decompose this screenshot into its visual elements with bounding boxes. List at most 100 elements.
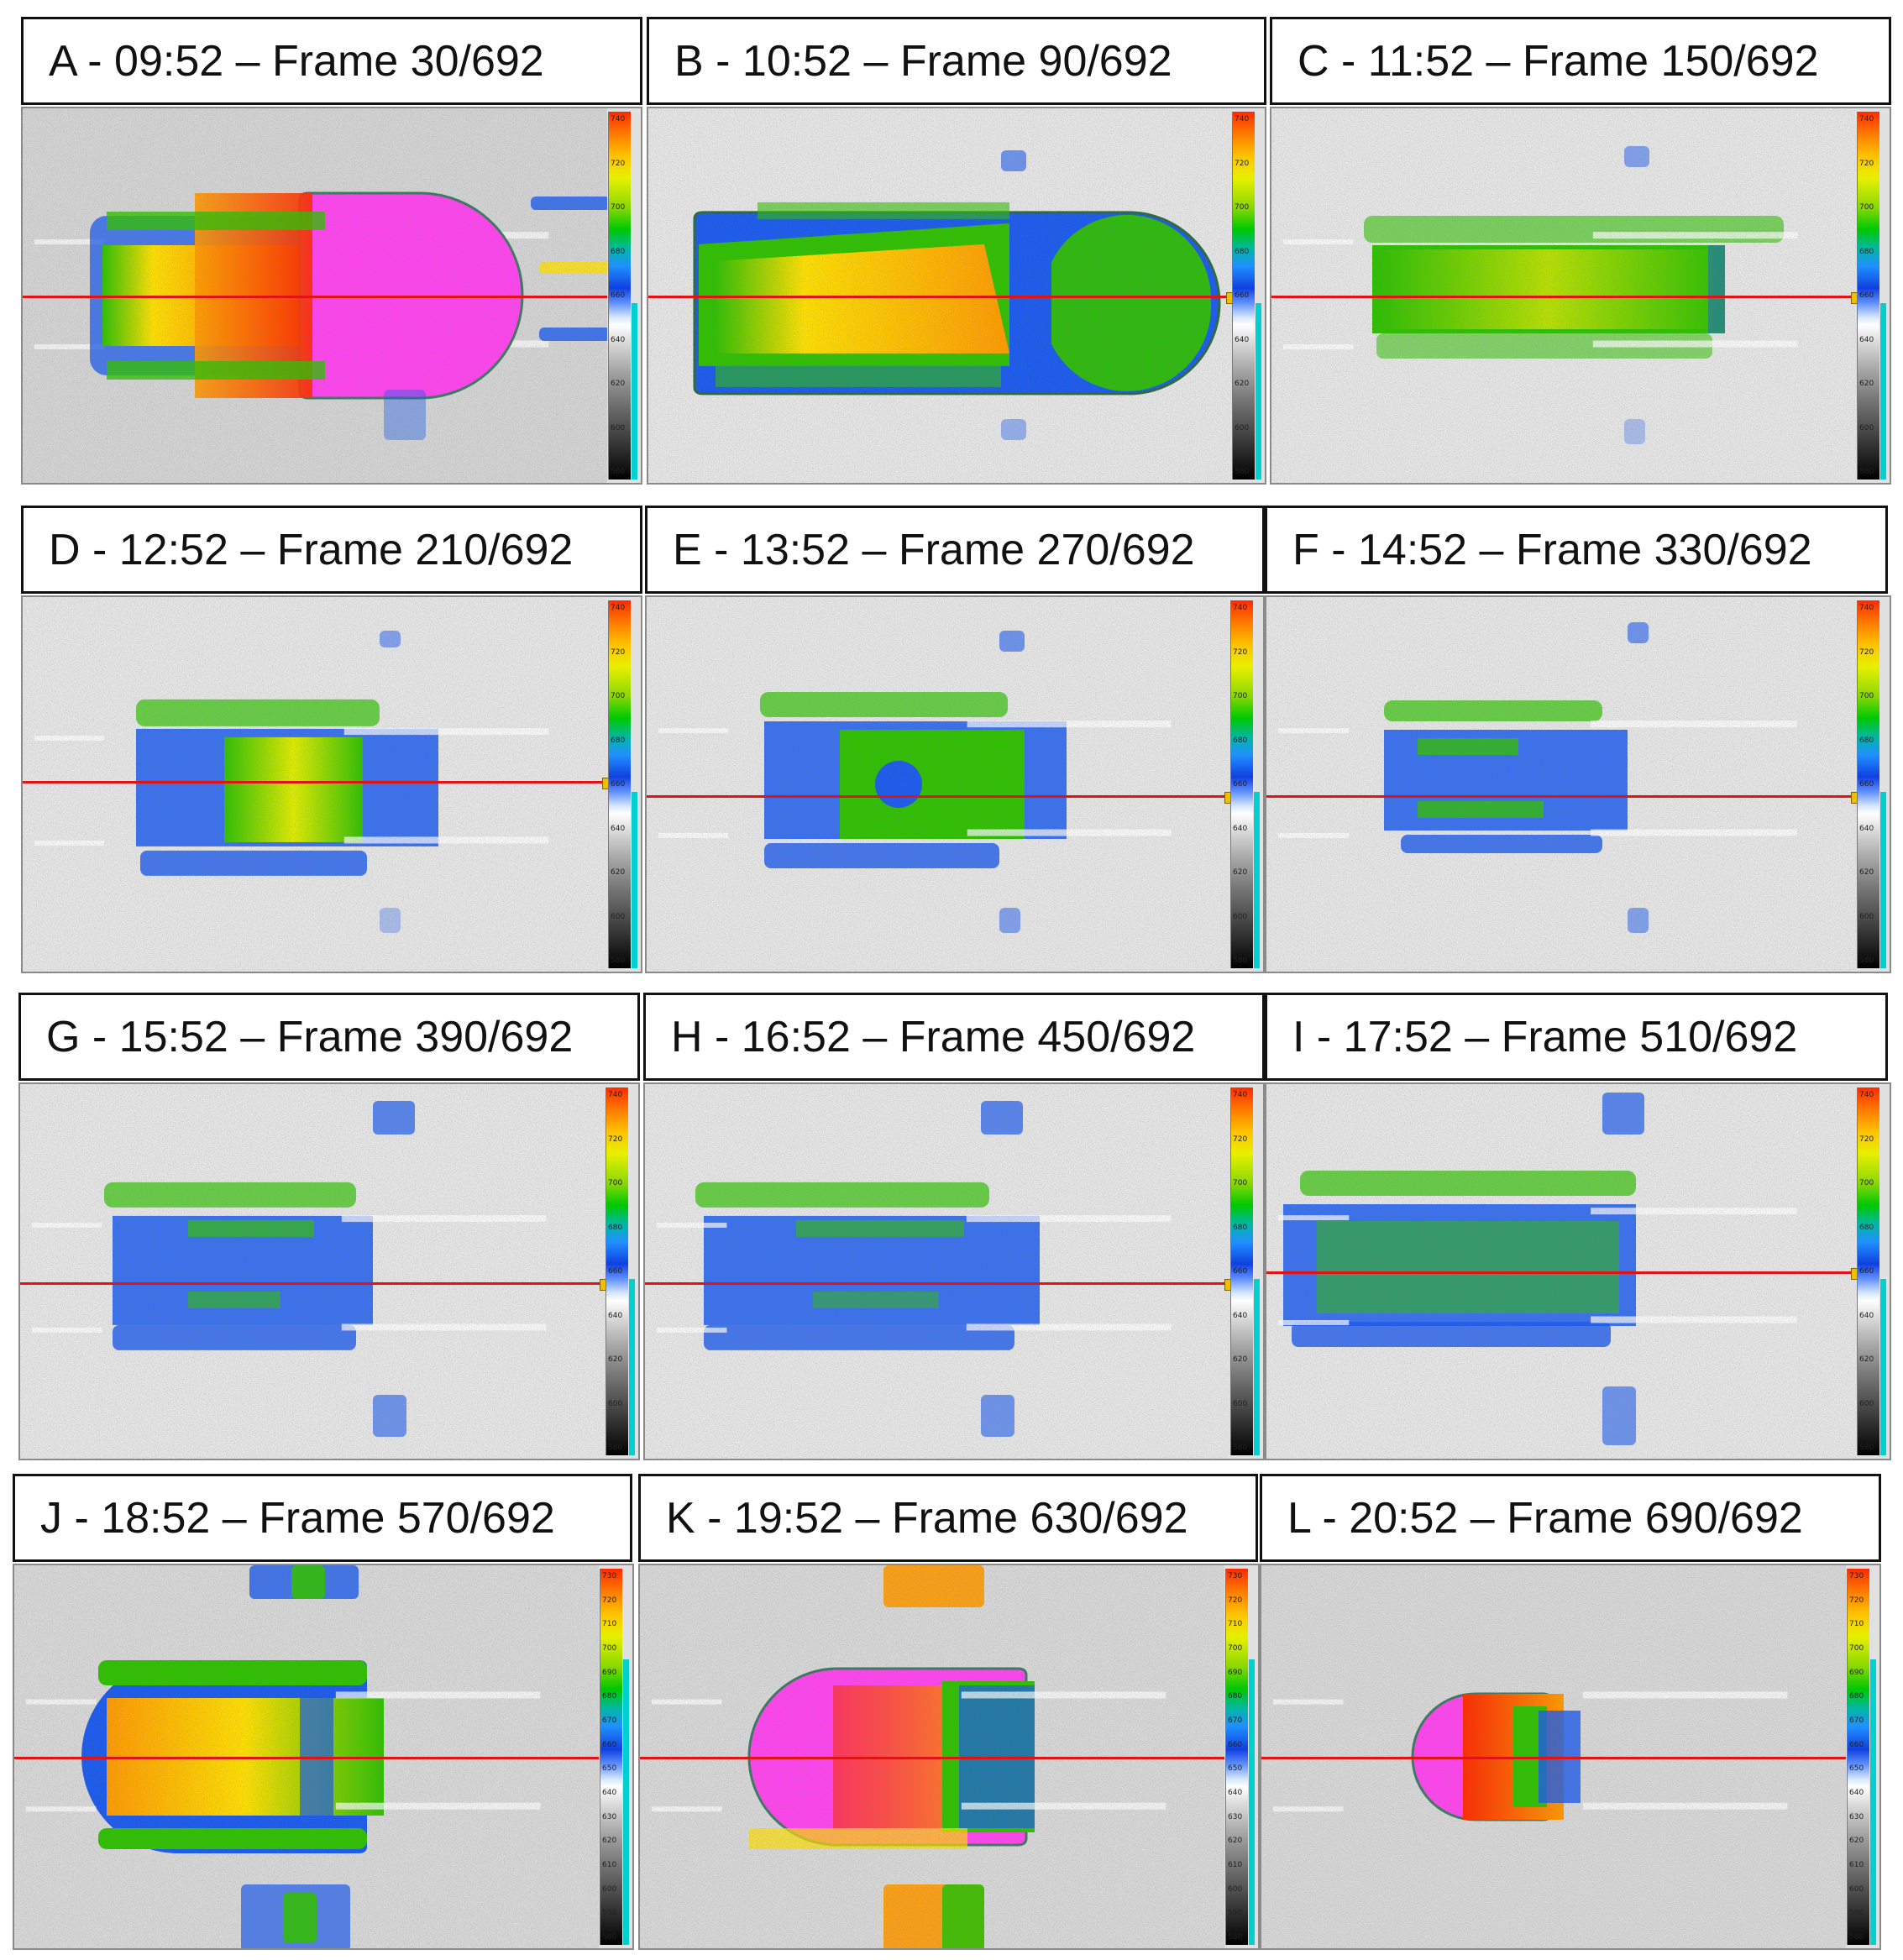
- scale-tick-label: 640: [1235, 335, 1250, 344]
- scale-range-indicator: [632, 791, 637, 968]
- scale-tick-label: 700: [1228, 1644, 1243, 1653]
- scale-tick-label: 660: [1859, 291, 1874, 300]
- scale-tick-label: 740: [1859, 604, 1874, 612]
- thermal-panel-g: G - 15:52 – Frame 390/692 740 720 700 680 660…: [18, 993, 640, 1460]
- profile-line[interactable]: [1261, 1757, 1846, 1759]
- scale-tick-label: 600: [1859, 912, 1874, 921]
- thermal-scene: [1266, 597, 1856, 972]
- panel-title: L - 20:52 – Frame 690/692: [1260, 1474, 1881, 1562]
- scale-tick-label: 720: [611, 159, 626, 168]
- thermal-scene: [20, 1084, 605, 1459]
- scale-tick-label: 700: [611, 203, 626, 212]
- profile-line[interactable]: [1266, 795, 1856, 798]
- scale-tick-label: 690: [1228, 1668, 1243, 1677]
- scale-tick-label: 580: [608, 1444, 623, 1452]
- panel-title: A - 09:52 – Frame 30/692: [21, 17, 642, 105]
- scale-tick-label: 700: [1233, 692, 1248, 700]
- scale-tick-label: 650: [1849, 1764, 1864, 1774]
- scale-tick-label: 720: [1859, 1135, 1874, 1144]
- profile-line[interactable]: [20, 1282, 605, 1285]
- scale-tick-label: 640: [1849, 1789, 1864, 1797]
- thermal-scene: [647, 597, 1229, 972]
- thermal-image: 740 720 700 680 660 640 620 600 580: [643, 1082, 1265, 1460]
- scale-tick-label: 680: [1233, 1223, 1248, 1232]
- profile-line[interactable]: [647, 795, 1229, 798]
- panel-title: F - 14:52 – Frame 330/692: [1265, 506, 1888, 594]
- scale-gradient: [1226, 1569, 1248, 1945]
- scale-range-indicator: [1880, 302, 1886, 480]
- scale-gradient: [1231, 600, 1253, 968]
- scale-tick-label: 660: [611, 291, 626, 300]
- thermal-image: 740 720 700 680 660 640 620 600 580: [21, 595, 642, 973]
- thermal-image: 740 720 700 680 660 640 620 600 580: [18, 1082, 640, 1460]
- scale-gradient: [1231, 1087, 1253, 1455]
- scale-tick-label: 660: [1233, 780, 1248, 789]
- scale-tick-label: 660: [611, 780, 626, 789]
- profile-line[interactable]: [1266, 1271, 1856, 1274]
- scale-tick-label: 590: [1849, 1909, 1864, 1918]
- panel-title: E - 13:52 – Frame 270/692: [645, 506, 1265, 594]
- scale-tick-label: 600: [611, 423, 626, 432]
- scale-tick-label: 640: [608, 1311, 623, 1320]
- profile-line[interactable]: [23, 781, 607, 783]
- scale-tick-label: 640: [611, 824, 626, 833]
- profile-line[interactable]: [648, 296, 1231, 298]
- scale-tick-label: 590: [602, 1909, 617, 1918]
- panel-title: B - 10:52 – Frame 90/692: [647, 17, 1266, 105]
- profile-line[interactable]: [23, 296, 607, 298]
- thermal-panel-l: L - 20:52 – Frame 690/692 730 720 710 700 690…: [1260, 1474, 1881, 1950]
- thermal-image: 740 720 700 680 660 640 620 600 580: [645, 595, 1265, 973]
- profile-line[interactable]: [645, 1282, 1229, 1285]
- scale-tick-label: 680: [608, 1223, 623, 1232]
- scale-tick-label: 580: [602, 1933, 617, 1942]
- thermal-panel-c: C - 11:52 – Frame 150/692 740 720 700 680 660…: [1270, 17, 1891, 485]
- thermal-panel-b: B - 10:52 – Frame 90/692 740 720 700 680 660 6…: [647, 17, 1266, 485]
- panel-title: G - 15:52 – Frame 390/692: [18, 993, 640, 1081]
- scale-tick-label: 680: [611, 736, 626, 745]
- scale-tick-label: 700: [602, 1644, 617, 1653]
- scale-tick-label: 720: [611, 647, 626, 657]
- scale-tick-label: 720: [1859, 159, 1874, 168]
- scale-tick-label: 680: [1228, 1692, 1243, 1701]
- thermal-panel-j: J - 18:52 – Frame 570/692 730 720 710 700 690…: [13, 1474, 634, 1950]
- thermal-image: 740 720 700 680 660 640 620 600 580: [1265, 595, 1891, 973]
- profile-line[interactable]: [1271, 296, 1856, 298]
- scale-tick-label: 720: [1228, 1596, 1243, 1605]
- scale-tick-label: 580: [1859, 956, 1874, 965]
- scale-gradient: [1858, 1087, 1879, 1455]
- panel-title: K - 19:52 – Frame 630/692: [638, 1474, 1258, 1562]
- scale-tick-label: 700: [1233, 1179, 1248, 1187]
- temperature-scale: 730 720 710 700 690 680 670 660 650 640 630 620 610 6…: [600, 1569, 629, 1945]
- temperature-scale: 740 720 700 680 660 640 620 600 580: [1857, 600, 1886, 968]
- scale-tick-label: 580: [1228, 1933, 1243, 1942]
- scale-gradient: [1858, 600, 1879, 968]
- profile-line[interactable]: [640, 1757, 1224, 1759]
- temperature-scale: 740 720 700 680 660 640 620 600 580: [1232, 112, 1261, 480]
- scale-tick-label: 600: [602, 1884, 617, 1894]
- scale-tick-label: 620: [602, 1837, 617, 1846]
- scale-tick-label: 620: [1859, 1355, 1874, 1364]
- profile-line[interactable]: [14, 1757, 599, 1759]
- temperature-scale: 740 720 700 680 660 640 620 600 580: [1857, 112, 1886, 480]
- scale-range-indicator: [1880, 1278, 1886, 1455]
- scale-tick-label: 660: [1233, 1267, 1248, 1276]
- scale-tick-label: 580: [1235, 468, 1250, 476]
- scale-tick-label: 700: [1859, 203, 1874, 212]
- scale-tick-label: 640: [611, 335, 626, 344]
- thermal-panel-f: F - 14:52 – Frame 330/692 740 720 700 680 660…: [1265, 506, 1891, 973]
- scale-tick-label: 580: [1233, 1444, 1248, 1452]
- scale-tick-label: 720: [1233, 1135, 1248, 1144]
- scale-tick-label: 580: [611, 956, 626, 965]
- scale-tick-label: 650: [602, 1764, 617, 1774]
- scale-tick-label: 680: [611, 247, 626, 256]
- scale-tick-label: 720: [602, 1596, 617, 1605]
- scale-tick-label: 590: [1228, 1909, 1243, 1918]
- temperature-scale: 740 720 700 680 660 640 620 600 580: [1230, 600, 1260, 968]
- scale-tick-label: 580: [1849, 1933, 1864, 1942]
- scale-tick-label: 710: [602, 1620, 617, 1629]
- scale-tick-label: 700: [608, 1179, 623, 1187]
- scale-tick-label: 600: [1233, 1399, 1248, 1408]
- scale-gradient: [600, 1569, 622, 1945]
- scale-tick-label: 660: [1859, 1267, 1874, 1276]
- scale-tick-label: 640: [1859, 335, 1874, 344]
